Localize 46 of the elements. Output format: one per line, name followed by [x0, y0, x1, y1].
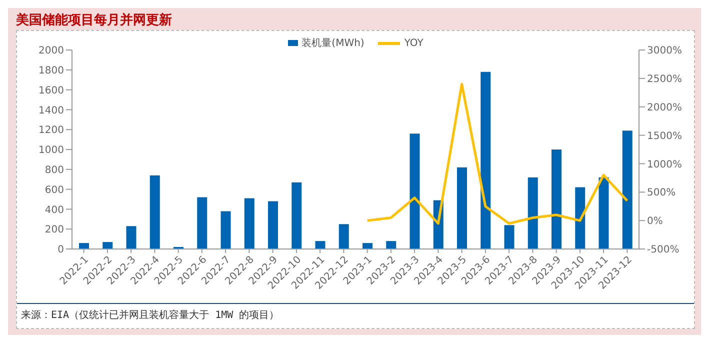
y-tick-label: 2000 — [38, 46, 64, 57]
y-tick-label: 1200 — [38, 125, 64, 136]
bar — [622, 130, 632, 249]
bar — [197, 197, 208, 249]
bar — [552, 150, 562, 249]
y-tick-label: 1000 — [38, 145, 64, 156]
bar — [220, 211, 231, 249]
bar — [150, 175, 160, 249]
y-tick-label: 400 — [44, 204, 64, 216]
source-note: 来源：EIA（仅统计已并网且装机容量大于 1MW 的项目） — [21, 308, 280, 322]
bar — [102, 242, 113, 249]
bar — [268, 201, 278, 249]
bar — [292, 182, 302, 249]
y2-tick-label: -500% — [647, 244, 680, 256]
legend-label: 装机量(MWh) — [300, 36, 364, 50]
bar — [504, 225, 514, 249]
y2-tick-label: 1000% — [647, 159, 682, 170]
legend-label: YOY — [403, 36, 424, 50]
bar — [79, 243, 89, 249]
bar — [598, 177, 609, 249]
bar — [528, 177, 538, 249]
bar — [126, 226, 136, 249]
y2-tick-label: 3000% — [647, 46, 682, 57]
y2-tick-label: 0% — [647, 216, 663, 228]
y2-tick-label: 1500% — [647, 130, 682, 142]
bar — [362, 243, 372, 249]
y-tick-label: 1600 — [38, 85, 64, 96]
y2-tick-label: 500% — [647, 188, 676, 199]
bar — [410, 134, 420, 249]
line-series — [366, 82, 628, 225]
y-tick-label: 600 — [44, 184, 64, 196]
y-tick-label: 0 — [58, 244, 64, 256]
bar — [575, 187, 586, 249]
y-tick-label: 1400 — [38, 105, 64, 116]
bar — [338, 224, 349, 249]
y2-tick-label: 2000% — [647, 102, 682, 114]
bar — [386, 241, 396, 249]
chart-title: 美国储能项目每月并网更新 — [16, 12, 172, 29]
bar — [480, 72, 491, 249]
bar — [315, 241, 326, 249]
y2-tick-label: 2500% — [647, 74, 682, 85]
bar — [457, 167, 467, 249]
bar — [244, 198, 254, 249]
y-tick-label: 800 — [44, 164, 64, 176]
y-tick-label: 1800 — [38, 65, 64, 76]
y-tick-label: 200 — [44, 224, 64, 236]
